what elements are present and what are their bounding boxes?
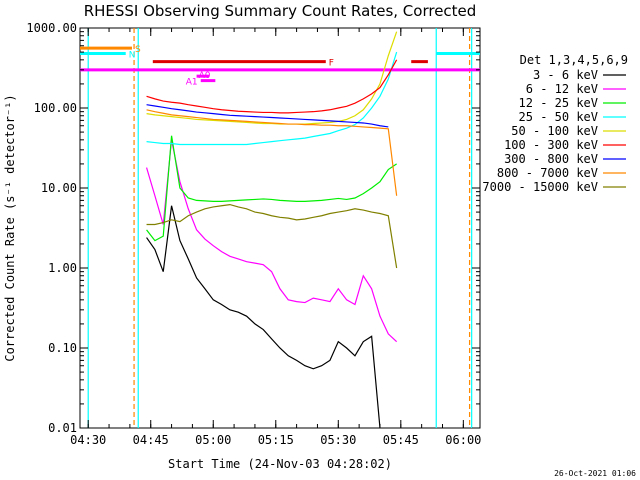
series-line (146, 59, 398, 114)
legend-label: 12 - 25 keV (519, 96, 598, 110)
x-axis: 04:30 04:45 05:00 05:15 05:30 05:45 06:00 (70, 28, 481, 447)
x-tick-label: 05:45 (383, 433, 419, 447)
flag-label: N (129, 51, 136, 61)
legend-label: 800 - 7000 keV (497, 166, 598, 180)
x-tick-label: 06:00 (445, 433, 481, 447)
x-tick-label: 04:30 (70, 433, 106, 447)
legend-label: 300 - 800 keV (504, 152, 598, 166)
y-tick-label: 10.00 (41, 181, 77, 195)
y-tick-label: 100.00 (34, 101, 77, 115)
y-tick-label: 1000.00 (26, 21, 77, 35)
series-line (146, 104, 389, 128)
series-line (146, 109, 398, 196)
flag-label: A0 (199, 71, 211, 81)
x-axis-label: Start Time (24-Nov-03 04:28:02) (168, 457, 392, 471)
footer-date: 26-Oct-2021 01:06 (554, 469, 636, 478)
chart-title: RHESSI Observing Summary Count Rates, Co… (84, 2, 477, 20)
legend-title: Det 1,3,4,5,6,9 (520, 53, 628, 67)
plot-frame (79, 27, 481, 429)
flag-label: F (329, 59, 334, 69)
x-tick-label: 05:30 (320, 433, 356, 447)
y-tick-label: 0.10 (48, 341, 77, 355)
y-tick-label: 1.00 (48, 261, 77, 275)
series-line (146, 205, 381, 429)
legend-label: 100 - 300 keV (504, 138, 598, 152)
legend-label: 7000 - 15000 keV (482, 180, 598, 194)
legend-label: 25 - 50 keV (519, 110, 598, 124)
series-line (145, 139, 398, 343)
series-line (146, 51, 398, 146)
legend-label: 6 - 12 keV (526, 82, 598, 96)
legend-label: 50 - 100 keV (511, 124, 598, 138)
x-tick-label: 05:15 (258, 433, 294, 447)
flag-label: S (135, 45, 141, 55)
legend-label: 3 - 6 keV (533, 68, 598, 82)
x-tick-label: 05:00 (195, 433, 231, 447)
vertical-markers (87, 28, 473, 428)
series-line (146, 135, 397, 242)
series-layer (145, 31, 398, 429)
y-axis-label: Corrected Count Rate (s⁻¹ detector⁻¹) (3, 94, 17, 361)
flag-label: A1 (186, 78, 198, 88)
series-line (146, 203, 398, 269)
y-axis: 0.01 0.10 1.00 10.00 100.00 1000.00 (26, 21, 480, 435)
x-tick-label: 04:45 (133, 433, 169, 447)
y-tick-label: 0.01 (48, 421, 77, 435)
